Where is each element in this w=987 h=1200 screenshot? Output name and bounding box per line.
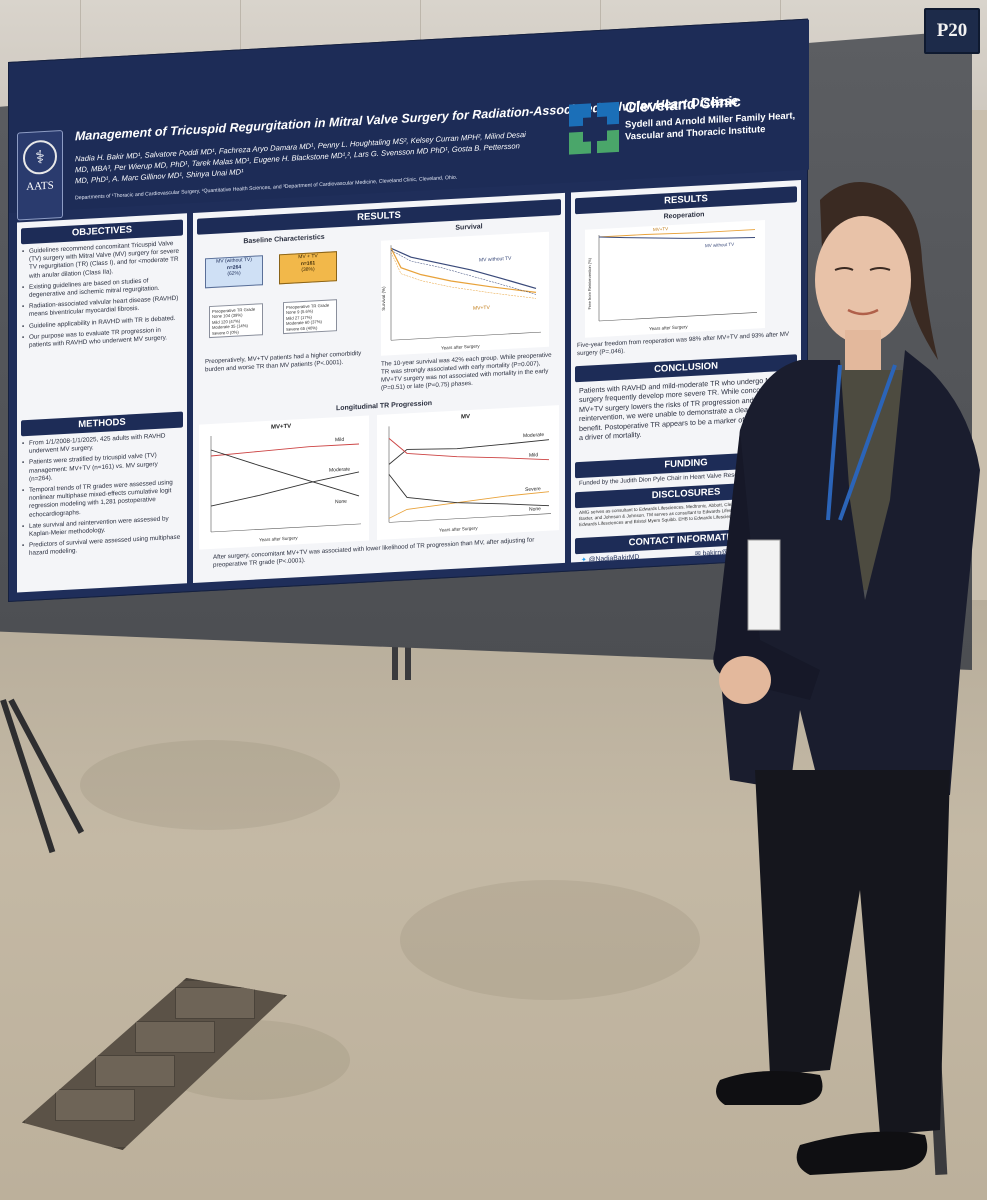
mvtv-tr-grade-table: Preoperative TR Grade None 9 (5.6%) Mild…	[283, 299, 337, 335]
reop-legend-mvtv: MV+TV	[653, 226, 668, 232]
survival-mv-line	[390, 247, 537, 289]
twitter-handle: ✦ @NadiaBakirMD	[581, 553, 640, 564]
mvtv-line-label-mild: Mild	[335, 437, 344, 444]
mv-mild-line	[388, 438, 550, 461]
booth-number-sign: P20	[924, 8, 980, 54]
mvtv-group-box: MV + TV n=161 (38%)	[279, 251, 337, 285]
mv-moderate-line	[388, 439, 550, 465]
research-poster: ⚕ AATS Management of Tricuspid Regurgita…	[8, 18, 809, 603]
survival-legend-mv: MV without TV	[479, 256, 512, 264]
mv-none-line	[388, 474, 550, 507]
mvtv-mild-line	[210, 443, 359, 457]
mvtv-line-label-moderate: Moderate	[329, 466, 350, 473]
mv-line-label-moderate: Moderate	[523, 432, 544, 439]
survival-x-label: Years after Surgery	[441, 343, 480, 350]
aats-logo: ⚕ AATS	[17, 130, 63, 221]
reop-legend-mv: MV without TV	[705, 242, 734, 249]
survival-y-label: Survival (%)	[381, 286, 386, 311]
reop-mv-line	[598, 236, 756, 239]
mv-tr-chart: MV Moderate Mild Severe None Years after…	[377, 405, 559, 541]
booth-number: P20	[936, 20, 968, 41]
mvtv-tr-chart: MV+TV Mild Moderate None Years after Sur…	[199, 415, 369, 550]
mvtv-moderate-line	[210, 471, 360, 507]
mv-tr-grade-table: Preoperative TR Grade None 104 (39%) Mil…	[209, 303, 263, 339]
mvtv-x-label: Years after Surgery	[259, 535, 298, 542]
board-stand-post	[392, 640, 398, 680]
objectives-list: Guidelines recommend concomitant Tricusp…	[21, 240, 181, 354]
twitter-icon: ✦	[581, 556, 587, 564]
mv-line-label-mild: Mild	[529, 452, 538, 459]
reoperation-chart: MV+TV MV without TV Years after Surgery …	[585, 220, 765, 338]
aats-seal-icon: ⚕	[23, 139, 57, 176]
mv-chart-title: MV	[461, 414, 470, 420]
method-item: Temporal trends of TR grades were assess…	[21, 479, 181, 520]
reop-y-label: Free from Reintervention (%)	[587, 257, 592, 309]
survival-chart: MV without TV MV+TV Years after Surgery …	[381, 231, 549, 356]
mv-line-label-severe: Severe	[525, 486, 541, 493]
mv-x-label: Years after Surgery	[439, 526, 478, 533]
reop-mvtv-line	[599, 229, 755, 238]
reop-x-label: Years after Surgery	[649, 324, 688, 331]
mvtv-chart-title: MV+TV	[271, 424, 291, 431]
mv-line-label-none: None	[529, 506, 541, 513]
board-stand-post-2	[405, 640, 411, 680]
survival-legend-mvtv: MV+TV	[473, 305, 490, 312]
presenter-person	[713, 182, 980, 1175]
methods-list: From 1/1/2008-1/1/2025, 425 adults with …	[21, 432, 181, 562]
survival-mvtv-line	[390, 247, 537, 294]
aats-logo-text: AATS	[26, 179, 54, 194]
mvtv-none-line	[210, 449, 360, 497]
cleveland-clinic-logo-icon	[569, 101, 621, 157]
mv-group-box: MV (without TV) n=264 (62%)	[205, 255, 263, 289]
mvtv-line-label-none: None	[335, 499, 347, 506]
